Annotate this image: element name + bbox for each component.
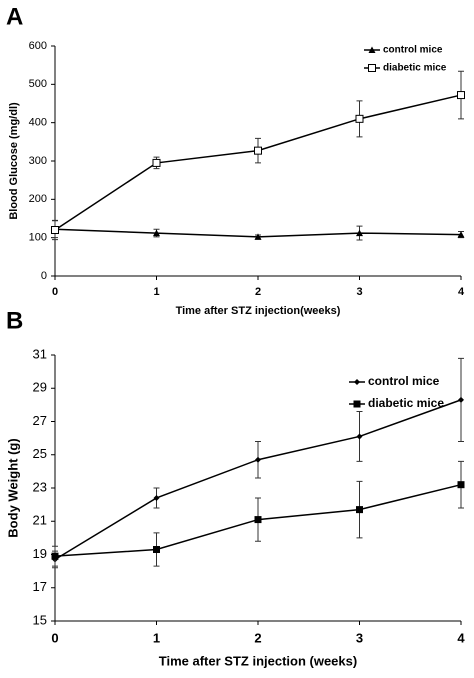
marker bbox=[254, 516, 262, 524]
panel-label: B bbox=[6, 307, 23, 334]
legend-marker bbox=[353, 400, 361, 408]
legend-label: control mice bbox=[368, 374, 440, 388]
x-tick-label: 2 bbox=[254, 630, 261, 645]
x-tick-label: 2 bbox=[255, 286, 261, 298]
marker bbox=[254, 146, 262, 155]
marker bbox=[458, 396, 464, 403]
y-tick-label: 400 bbox=[29, 117, 47, 129]
x-tick-label: 3 bbox=[356, 630, 363, 645]
panel-label: A bbox=[6, 3, 23, 30]
y-tick-label: 29 bbox=[33, 380, 47, 395]
x-axis-label: Time after STZ injection(weeks) bbox=[176, 305, 341, 317]
y-tick-label: 27 bbox=[33, 413, 47, 428]
y-tick-label: 100 bbox=[29, 232, 47, 244]
y-tick-label: 25 bbox=[33, 446, 47, 461]
marker bbox=[457, 231, 465, 238]
y-tick-label: 15 bbox=[33, 612, 47, 627]
y-tick-label: 21 bbox=[33, 513, 47, 528]
y-axis-label: Body Weight (g) bbox=[5, 438, 20, 537]
marker bbox=[153, 494, 160, 501]
marker bbox=[51, 226, 59, 234]
legend-marker bbox=[354, 379, 360, 385]
x-tick-label: 4 bbox=[458, 286, 465, 298]
marker bbox=[457, 481, 465, 489]
y-tick-label: 200 bbox=[29, 193, 47, 205]
x-axis-label: Time after STZ injection (weeks) bbox=[159, 653, 357, 668]
x-tick-label: 1 bbox=[153, 630, 160, 645]
marker bbox=[152, 158, 161, 167]
y-tick-label: 17 bbox=[33, 579, 47, 594]
y-tick-label: 31 bbox=[33, 346, 47, 361]
legend-marker bbox=[368, 64, 376, 72]
marker bbox=[355, 114, 364, 123]
y-tick-label: 19 bbox=[33, 546, 47, 561]
legend-marker bbox=[368, 46, 376, 53]
y-tick-label: 600 bbox=[29, 40, 47, 52]
x-tick-label: 3 bbox=[356, 286, 362, 298]
marker bbox=[153, 546, 160, 554]
marker bbox=[255, 456, 261, 463]
marker bbox=[356, 506, 363, 514]
marker bbox=[356, 433, 363, 440]
y-tick-label: 0 bbox=[41, 270, 47, 282]
y-tick-label: 300 bbox=[29, 155, 47, 167]
y-tick-label: 23 bbox=[33, 479, 47, 494]
marker bbox=[457, 91, 465, 100]
y-axis-label: Blood Glucose (mg/dl) bbox=[8, 102, 20, 220]
legend-label: control mice bbox=[383, 45, 443, 56]
x-tick-label: 4 bbox=[457, 630, 465, 645]
marker bbox=[153, 229, 160, 237]
x-tick-label: 0 bbox=[51, 630, 58, 645]
legend-label: diabetic mice bbox=[383, 63, 447, 74]
legend-label: diabetic mice bbox=[368, 396, 444, 410]
x-tick-label: 0 bbox=[52, 286, 58, 298]
marker bbox=[254, 233, 262, 240]
marker bbox=[51, 552, 59, 560]
y-tick-label: 500 bbox=[29, 78, 47, 90]
marker bbox=[356, 229, 363, 237]
x-tick-label: 1 bbox=[153, 286, 159, 298]
